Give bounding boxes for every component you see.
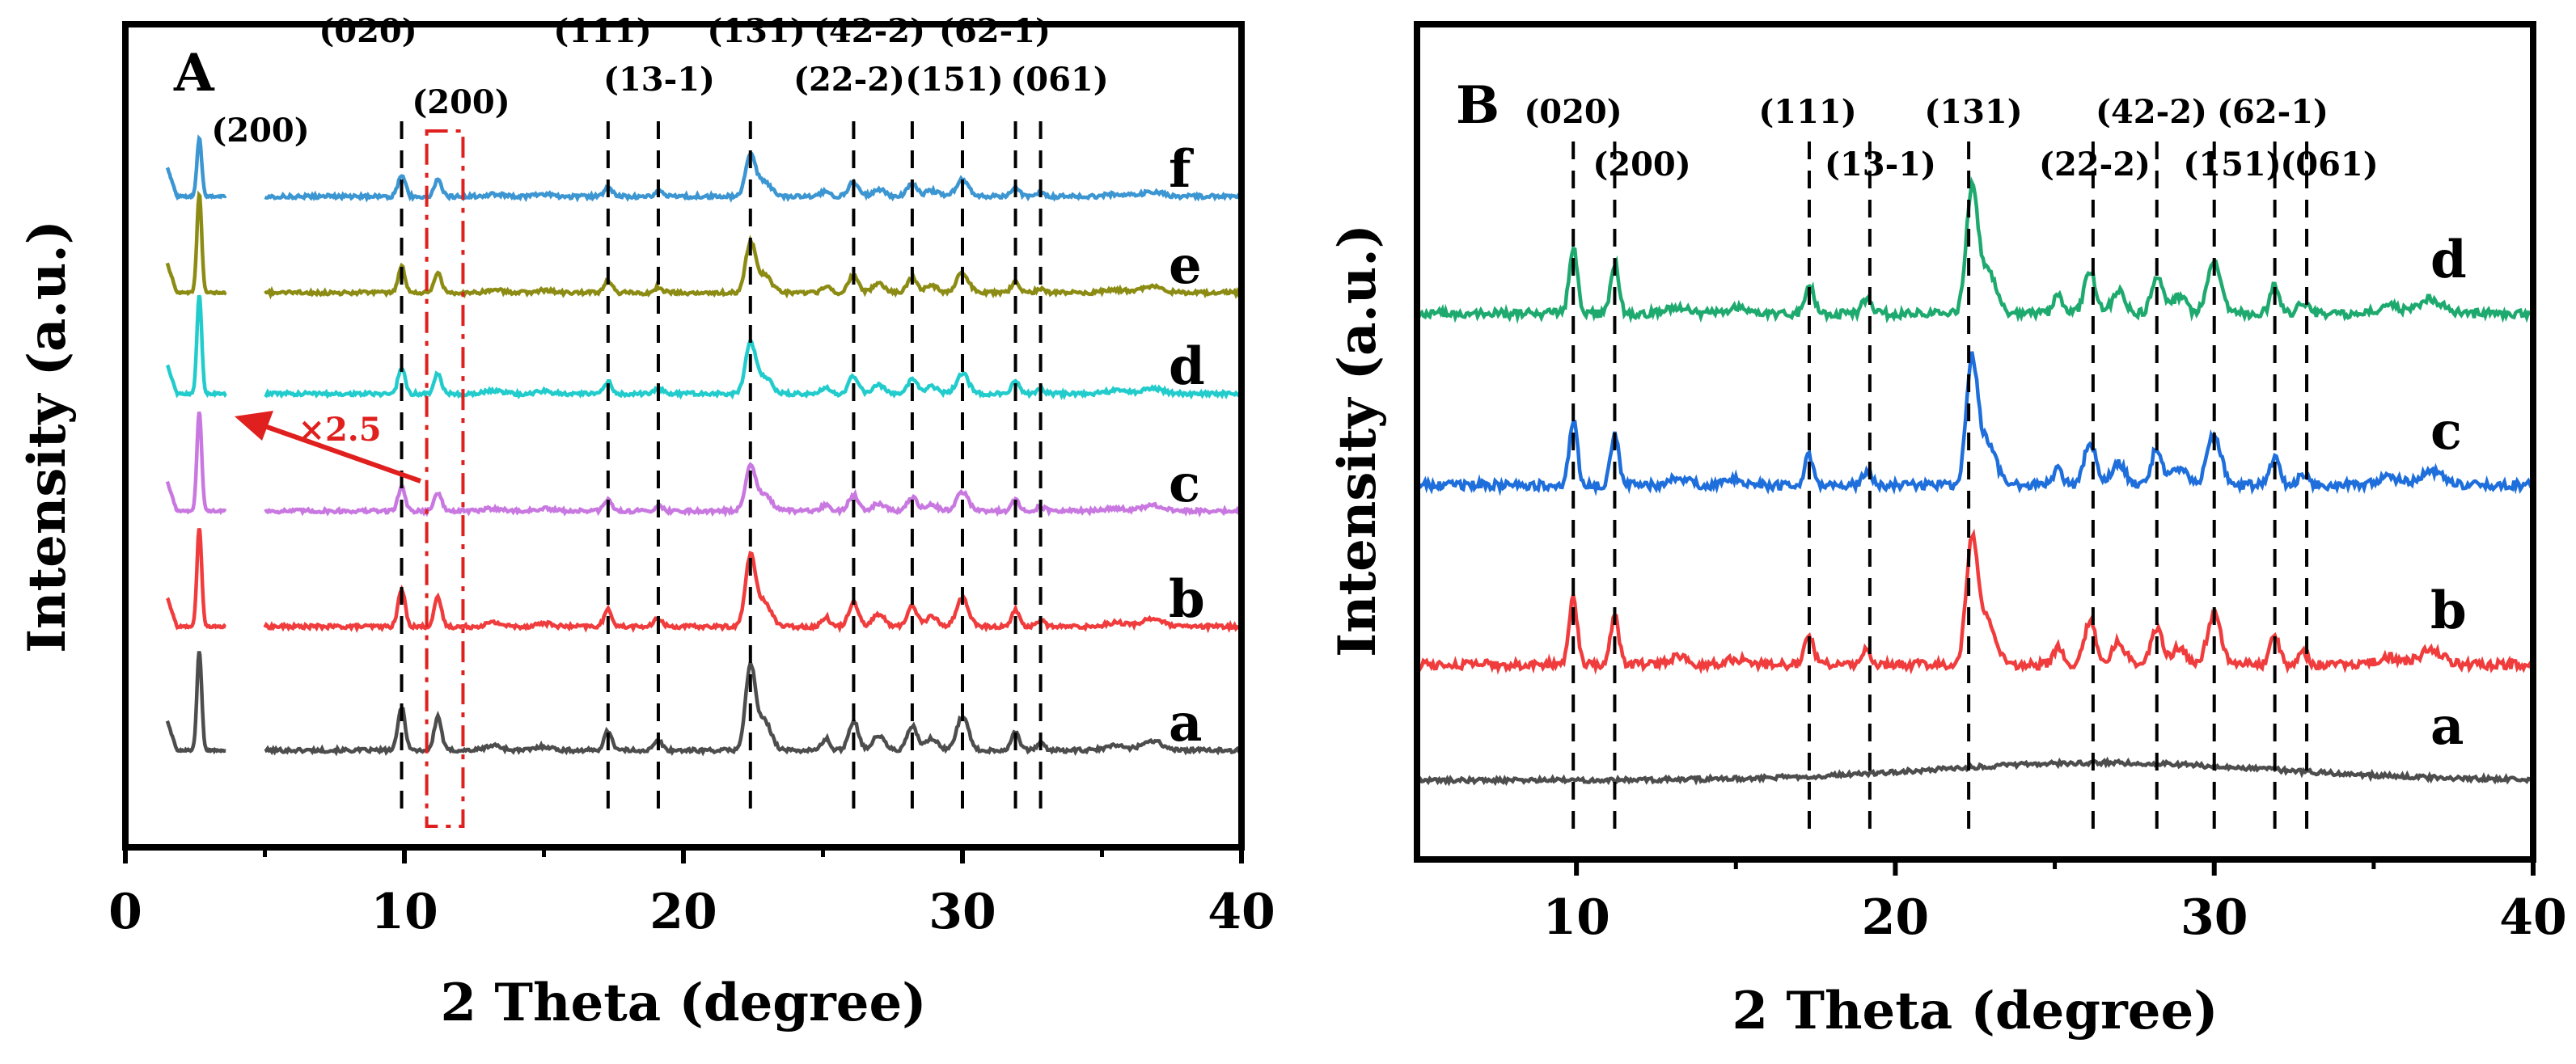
panel-a-curve-e (264, 234, 1243, 300)
panel-b-reflection-label: (020) (1524, 93, 1622, 131)
panel-a-reflection-label: (13-1) (603, 61, 715, 99)
panel-a-curve-d (264, 336, 1242, 401)
panel-a-reflection-label: (061) (1010, 61, 1108, 99)
panel-a-curve-f (264, 151, 1243, 203)
panel-a-curve-a (264, 657, 1242, 757)
panel-a-magnify-note: ×2.5 (298, 411, 381, 449)
panel-b-tick-label: 10 (1542, 889, 1610, 946)
panel-a-letter: A (173, 43, 215, 103)
panel-b-series-label-c: c (2430, 401, 2462, 462)
panel-b-reflection-label: (62-1) (2217, 93, 2329, 131)
panel-b-tick-label: 30 (2181, 889, 2248, 946)
panel-a-box-label: (200) (412, 83, 510, 121)
panel-a-series-label-a: a (1169, 693, 1202, 754)
panel-b-curve-c (1415, 351, 2535, 496)
panel-a-reflection-label: (22-2) (793, 61, 905, 99)
panel-b-frame (1414, 21, 2536, 863)
panel-a-inset-curve-b (165, 527, 226, 631)
panel-a-arrow-head (235, 411, 273, 441)
panel-a-tick-label: 10 (370, 884, 438, 940)
panel-a-x-axis-label: 2 Theta (degree) (441, 973, 927, 1033)
panel-b-letter: B (1456, 75, 1499, 136)
panel-b-tick-label: 20 (1862, 889, 1930, 946)
panel-b-series: ab c d (1415, 176, 2536, 787)
panel-b-series-label-d: d (2430, 230, 2467, 290)
panel-a-reflection-label: (42-2) (814, 12, 925, 50)
panel-b-reflection-label: (13-1) (1825, 146, 1936, 184)
panel-a-inset-curve-d (165, 294, 227, 399)
panel-b-reflection-label: (061) (2280, 146, 2378, 184)
panel-b-curve-b (1416, 528, 2536, 675)
panel-a-magnify-arrow (266, 424, 421, 483)
panel-a-tick-label: 0 (108, 884, 142, 940)
panel-b-series-label-b: b (2430, 581, 2467, 641)
panel-a-series-label-e: e (1169, 235, 1202, 296)
panel-b-reflection-label: (151) (2183, 146, 2281, 184)
panel-a-series-label-f: f (1169, 139, 1194, 200)
panel-a-reflection-label: (020) (319, 12, 417, 50)
panel-a-reflection-label: (111) (553, 12, 651, 50)
panel-a-annotations: (200) (200) ×2.5 (211, 83, 510, 828)
panel-a-inset-curve-c (165, 411, 227, 516)
panel-a-tick-label: 30 (928, 884, 996, 940)
panel-b-curve-a (1416, 756, 2535, 787)
panel-b-x-ticks: 10 20 30 40 (1542, 859, 2567, 946)
panel-b-reflection-lines: (020) (200) (111) (13-1) (131) (22-2) (42-2) (1… (1524, 93, 2379, 831)
panel-b-reflection-label: (131) (1924, 93, 2022, 131)
panel-a-series-label-b: b (1169, 569, 1205, 630)
panel-a-highlight-box (425, 129, 465, 828)
panel-a-inset-curve-e (165, 190, 227, 297)
panel-a-x-ticks: 0 10 20 30 40 (108, 847, 1275, 940)
panel-a-inset-curve-f (165, 134, 227, 201)
panel-b-reflection-label: (200) (1593, 146, 1690, 184)
panel-a-curve-b (263, 551, 1243, 634)
panel-a-series-label-c: c (1169, 454, 1200, 514)
panel-b-curve-d (1415, 176, 2534, 325)
panel-a-reflection-label: (131) (707, 12, 805, 50)
panel-a-tick-label: 20 (649, 884, 717, 940)
panel-b-reflection-label: (42-2) (2096, 93, 2207, 131)
panel-a-reflection-label: (62-1) (939, 12, 1051, 50)
panel-b-tick-label: 40 (2499, 889, 2567, 946)
panel-b-x-axis-label: 2 Theta (degree) (1732, 981, 2219, 1041)
panel-a-curve-c (264, 462, 1243, 518)
panel-a-reflection-lines: (020) (111) (13-1) (131) (22-2) (42-2) (151) (6… (319, 12, 1109, 810)
panel-b-y-axis-label: Intensity (a.u.) (1327, 224, 1388, 657)
panel-a-reflection-label: (151) (905, 61, 1003, 99)
panel-b-reflection-label: (22-2) (2039, 146, 2151, 184)
panel-b-reflection-label: (111) (1758, 93, 1856, 131)
panel-a-series-label-d: d (1169, 336, 1205, 397)
panel-a-y-axis-label: Intensity (a.u.) (17, 220, 78, 653)
panel-a-inset-label: (200) (211, 112, 309, 150)
panel-a-tick-label: 40 (1208, 884, 1275, 940)
panel-b: ab c d (020) (200) (111) (13-1) (131) (22-2) (42… (1327, 21, 2567, 1041)
panel-a-inset-curve-a (165, 651, 226, 755)
panel-b-series-label-a: a (2430, 696, 2464, 757)
